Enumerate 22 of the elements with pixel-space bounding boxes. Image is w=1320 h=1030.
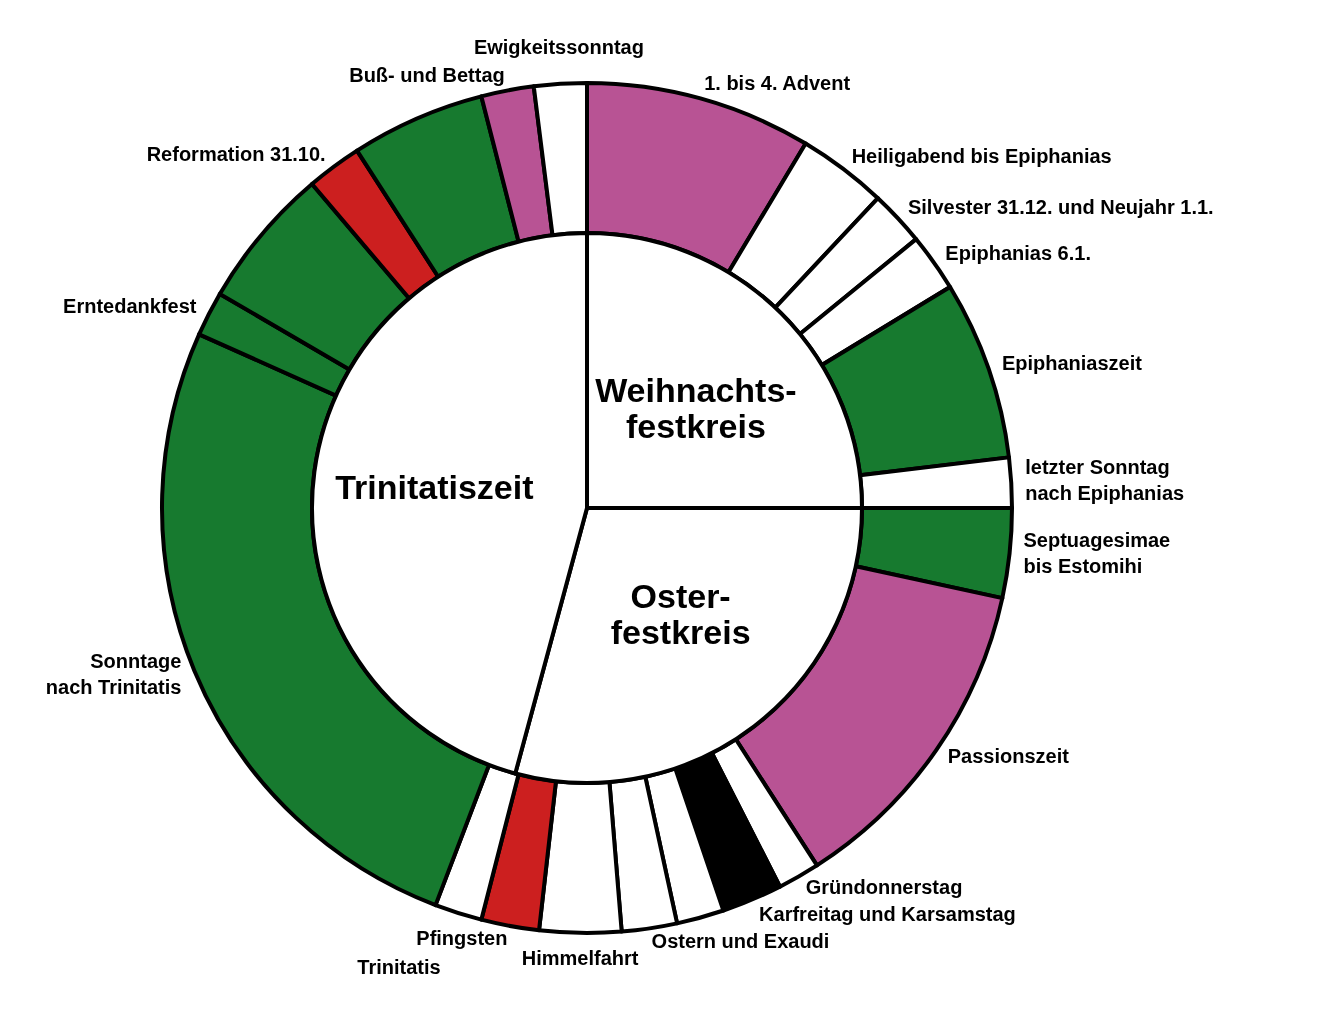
slice-label: Passionszeit (947, 745, 1070, 768)
slice-label: Heiligabend bis Epiphanias (851, 145, 1112, 168)
slice-label: Weihnachts- festkreis (595, 370, 797, 445)
slice-label: Pfingsten (416, 927, 508, 950)
slice-label: 1. bis 4. Advent (704, 72, 851, 95)
slice-label: Septuagesimae bis Estomihi (1023, 529, 1171, 578)
slice-label: Reformation 31.10. (146, 142, 326, 165)
slice-label: Buß- und Bettag (349, 64, 505, 87)
slice-label: Trinitatis (357, 955, 441, 978)
slice-label: Epiphaniaszeit (1001, 351, 1143, 374)
slice-label: Trinitatiszeit (335, 467, 534, 506)
slice-label: Himmelfahrt (521, 947, 639, 970)
slice-label: Ewigkeitssonntag (473, 36, 644, 59)
slice-label: Silvester 31.12. und Neujahr 1.1. (907, 195, 1214, 218)
slice-label: letzter Sonntag nach Epiphanias (1025, 456, 1185, 505)
slice-label: Ostern und Exaudi (651, 929, 830, 952)
slice-label: Epiphanias 6.1. (945, 241, 1091, 264)
slice-label: Oster- festkreis (610, 577, 751, 652)
slice-label: Karfreitag und Karsamstag (759, 903, 1016, 926)
slice-label: Sonntage nach Trinitatis (45, 650, 182, 699)
slice-label: Gründonnerstag (805, 875, 963, 898)
slice-label: Erntedankfest (63, 294, 197, 317)
